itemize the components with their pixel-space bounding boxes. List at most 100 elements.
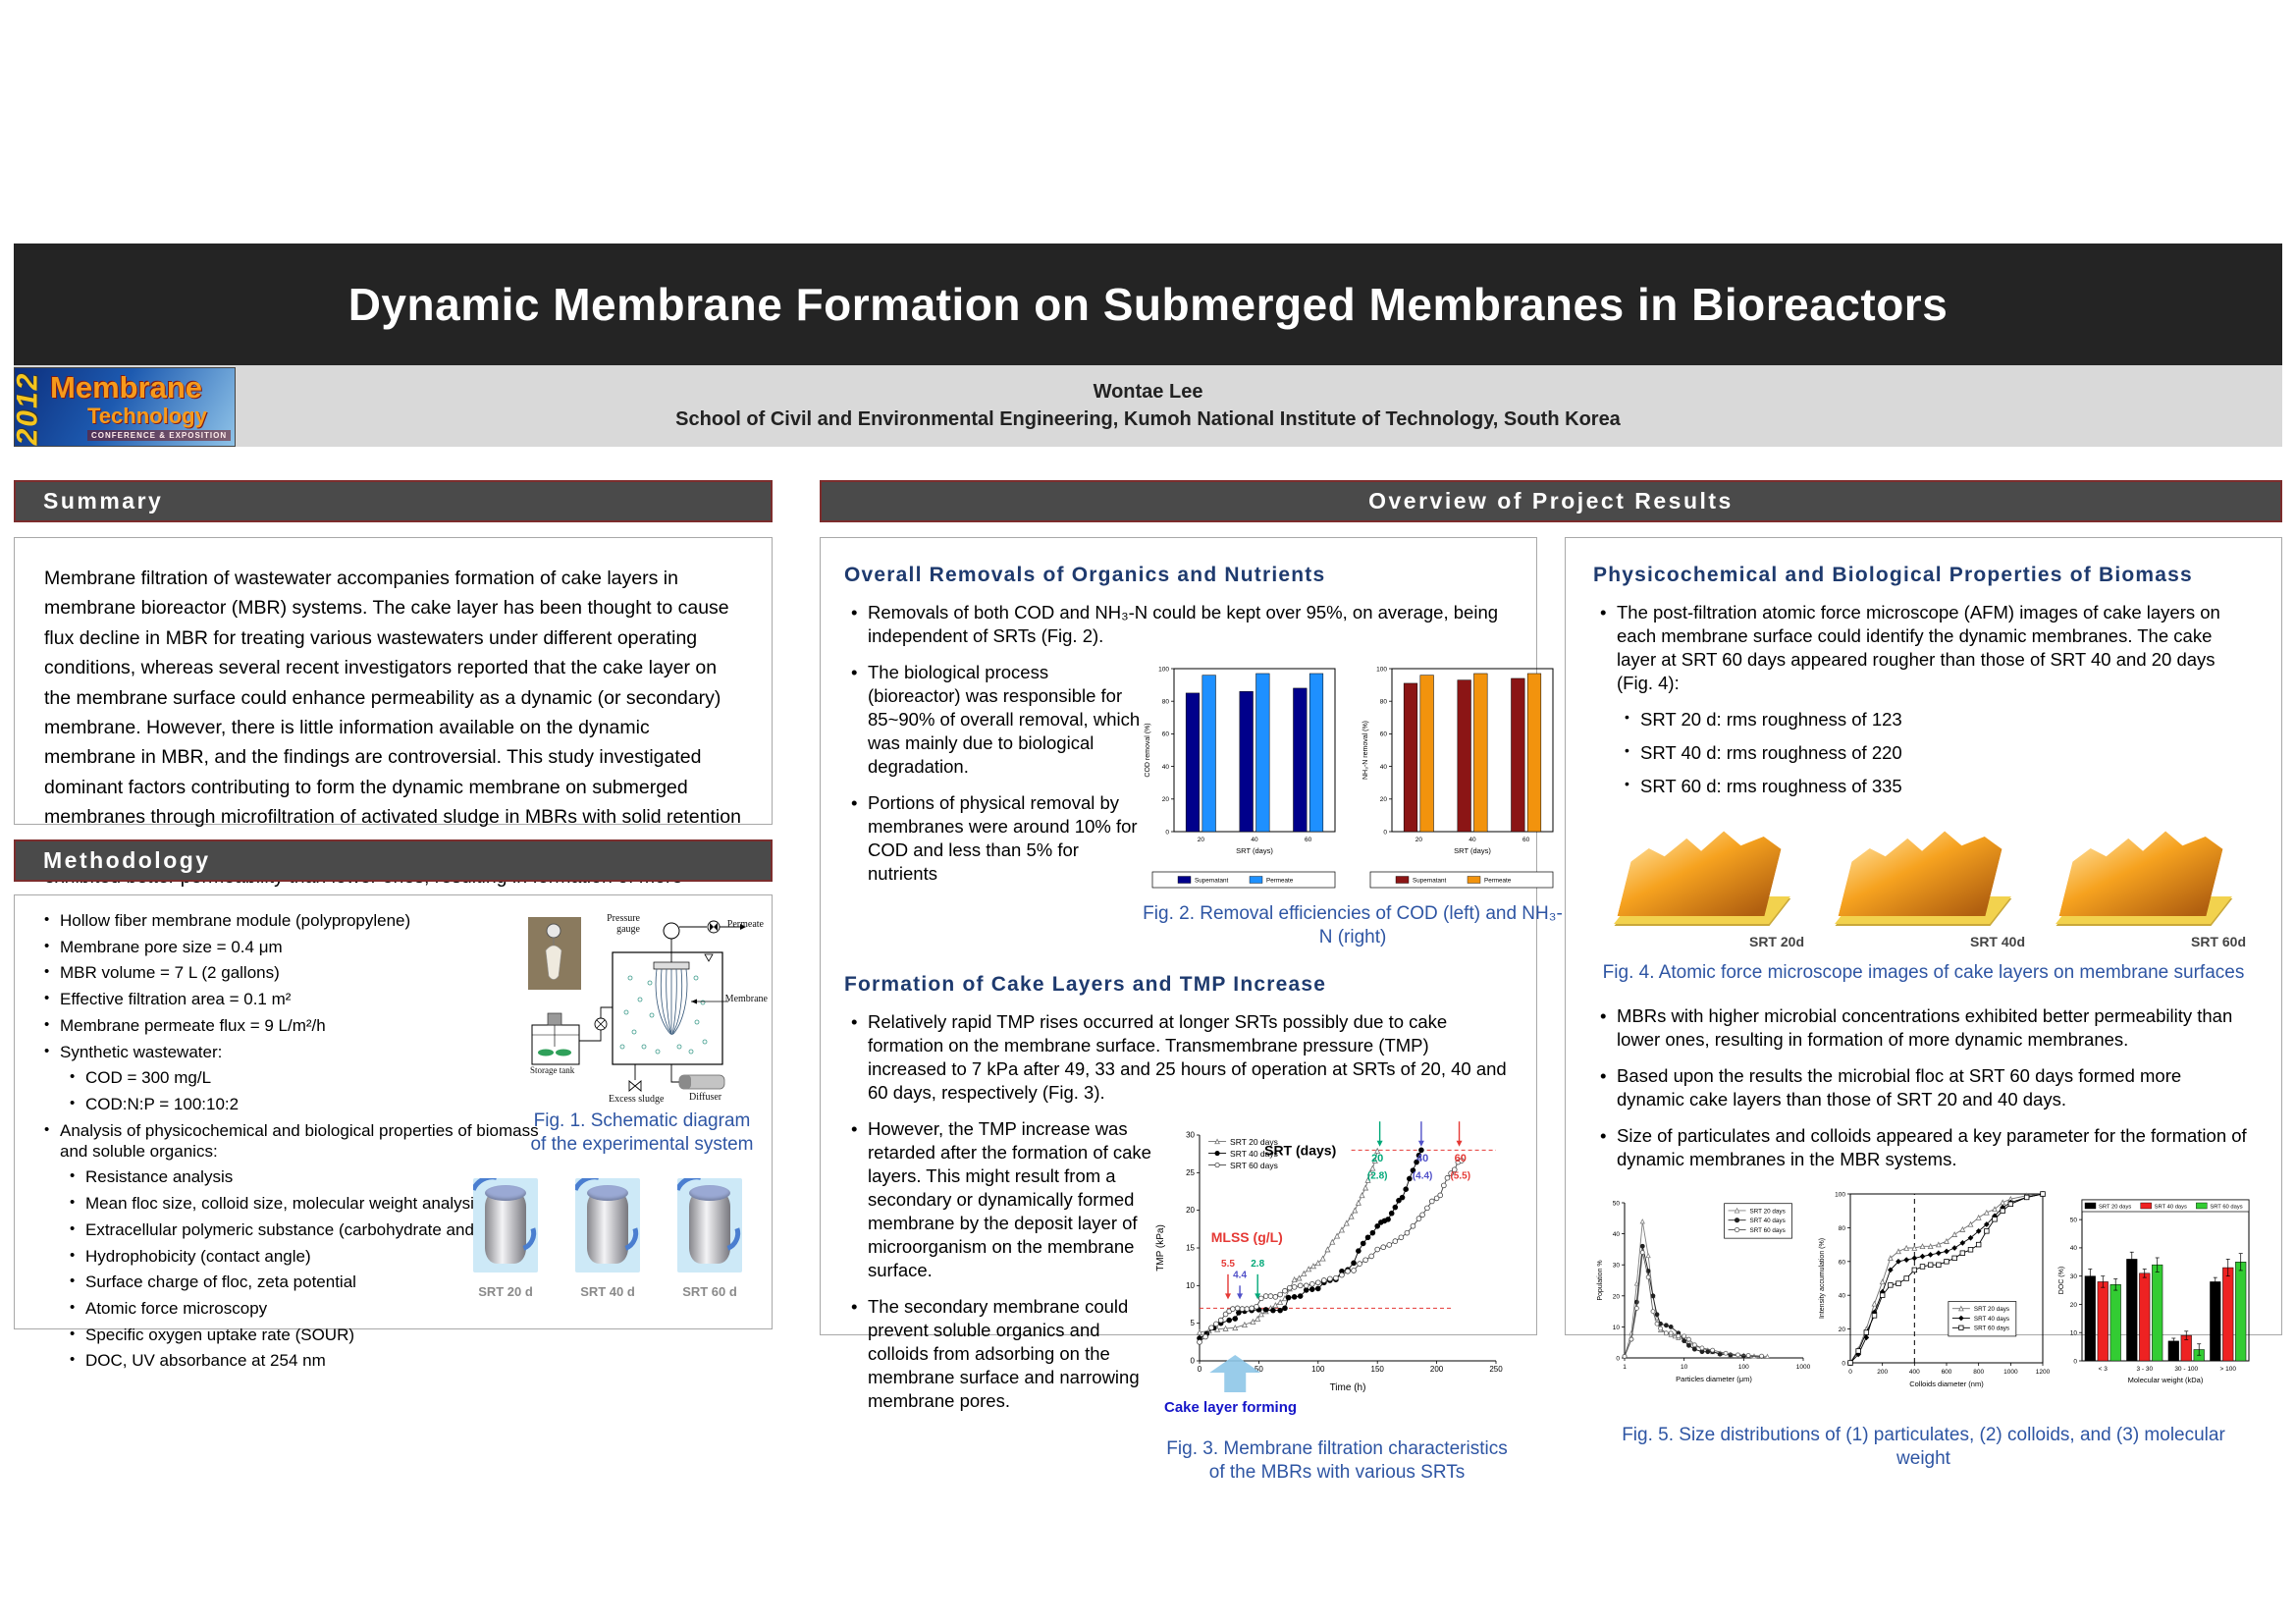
svg-text:20: 20 (1371, 1153, 1383, 1164)
organics-bullet-3: Portions of physical removal by membrane… (844, 791, 1141, 886)
photo-label: SRT 60 d (682, 1284, 737, 1299)
svg-text:60: 60 (1380, 731, 1388, 738)
membrane-photo (677, 1178, 742, 1272)
svg-text:(2.8): (2.8) (1367, 1170, 1388, 1181)
svg-text:(4.4): (4.4) (1413, 1170, 1433, 1181)
svg-text:80: 80 (1162, 699, 1170, 706)
svg-text:0: 0 (1198, 1365, 1202, 1374)
cake-heading: Formation of Cake Layers and TMP Increas… (844, 972, 1327, 996)
svg-text:SRT 20 days: SRT 20 days (1750, 1209, 1786, 1216)
membrane-photo (575, 1178, 640, 1272)
list-item-label: Synthetic wastewater: (60, 1042, 223, 1061)
author-affiliation: School of Civil and Environmental Engine… (675, 408, 1621, 430)
svg-text:50: 50 (1255, 1365, 1263, 1374)
svg-text:0: 0 (1191, 1356, 1196, 1365)
svg-text:NH₃-N removal (%): NH₃-N removal (%) (1362, 721, 1369, 780)
svg-text:Permeate: Permeate (1484, 878, 1512, 885)
svg-text:20: 20 (2070, 1302, 2078, 1309)
svg-text:20: 20 (1186, 1206, 1195, 1215)
afm-image: SRT 60d (2039, 814, 2250, 949)
svg-text:15: 15 (1186, 1243, 1195, 1252)
svg-text:10: 10 (1186, 1281, 1195, 1290)
overview-header: Overview of Project Results (820, 480, 2282, 522)
membrane-photos: SRT 20 d SRT 40 d SRT 60 d (473, 1178, 742, 1299)
svg-text:2.8: 2.8 (1251, 1259, 1264, 1270)
list-item: Membrane permeate flux = 9 L/m²/h (38, 1016, 556, 1037)
list-item: Synthetic wastewater: COD = 300 mg/L COD… (38, 1043, 556, 1115)
svg-text:800: 800 (1973, 1369, 1984, 1376)
svg-text:COD removal (%): COD removal (%) (1145, 723, 1151, 777)
biomass-sub-1: SRT 20 d: rms roughness of 123 (1621, 708, 2254, 731)
afm-label: SRT 40d (1969, 934, 2025, 950)
cake-bullet-1: Relatively rapid TMP rises occurred at l… (844, 1010, 1513, 1105)
svg-text:100: 100 (1376, 666, 1387, 673)
svg-text:200: 200 (1877, 1369, 1888, 1376)
svg-text:250: 250 (1489, 1365, 1503, 1374)
fig4-caption: Fig. 4. Atomic force microscope images o… (1602, 962, 2245, 984)
svg-text:0: 0 (1842, 1361, 1845, 1368)
afm-label: SRT 20d (1748, 934, 1804, 950)
svg-text:5.5: 5.5 (1221, 1259, 1235, 1270)
svg-text:1000: 1000 (1796, 1364, 1811, 1371)
svg-text:5: 5 (1191, 1319, 1196, 1327)
afm-image: SRT 40d (1818, 814, 2029, 949)
svg-text:SRT (days): SRT (days) (1264, 1142, 1336, 1158)
organics-heading: Overall Removals of Organics and Nutrien… (844, 564, 1326, 586)
conference-logo: 2012 Membrane Technology CONFERENCE & EX… (14, 367, 236, 447)
svg-text:30: 30 (2070, 1273, 2078, 1280)
svg-text:SRT 60 days: SRT 60 days (1230, 1161, 1278, 1170)
svg-text:0: 0 (1165, 829, 1169, 836)
list-subitem: Resistance analysis (64, 1167, 556, 1188)
svg-text:20: 20 (1415, 837, 1423, 843)
results-right-box: Physicochemical and Biological Propertie… (1565, 537, 2282, 1469)
svg-text:400: 400 (1909, 1369, 1920, 1376)
methodology-box: Hollow fiber membrane module (polypropyl… (14, 894, 773, 1370)
photo-label: SRT 20 d (478, 1284, 533, 1299)
list-subitem: Atomic force microscopy (64, 1299, 556, 1320)
methodology-header-label: Methodology (43, 847, 211, 873)
svg-text:0: 0 (2073, 1359, 2077, 1366)
svg-text:40: 40 (1380, 764, 1388, 771)
svg-text:20: 20 (1198, 837, 1205, 843)
biomass-bullet-3: Based upon the results the microbial flo… (1593, 1064, 2254, 1111)
biomass-sub-2: SRT 40 d: rms roughness of 220 (1621, 741, 2254, 765)
logo-year: 2012 (14, 371, 44, 446)
list-subitem: Mean floc size, colloid size, molecular … (64, 1194, 556, 1215)
svg-text:10: 10 (1613, 1325, 1621, 1331)
svg-text:30: 30 (1613, 1263, 1621, 1270)
summary-box: Membrane filtration of wastewater accomp… (14, 537, 773, 947)
list-subitem: DOC, UV absorbance at 254 nm (64, 1351, 556, 1372)
svg-text:SRT (days): SRT (days) (1236, 846, 1273, 855)
svg-text:20: 20 (1839, 1326, 1846, 1333)
svg-text:> 100: > 100 (2220, 1366, 2237, 1373)
logo-line2: Technology (87, 404, 207, 428)
svg-text:3 - 30: 3 - 30 (2136, 1366, 2153, 1373)
svg-text:10: 10 (1681, 1364, 1688, 1371)
svg-text:1000: 1000 (2003, 1369, 2018, 1376)
svg-text:Time (h): Time (h) (1330, 1382, 1366, 1393)
svg-text:Population %: Population % (1597, 1261, 1604, 1301)
fig1-label-membrane: Membrane (724, 994, 768, 1004)
svg-text:TMP (kPa): TMP (kPa) (1155, 1224, 1166, 1272)
svg-text:25: 25 (1186, 1168, 1195, 1177)
methodology-list: Hollow fiber membrane module (polypropyl… (38, 911, 748, 1372)
svg-text:30: 30 (1186, 1130, 1195, 1139)
biomass-heading: Physicochemical and Biological Propertie… (1593, 564, 2193, 586)
list-subitem: Hydrophobicity (contact angle) (64, 1247, 556, 1268)
svg-text:60: 60 (1522, 837, 1530, 843)
svg-text:SRT 60 days: SRT 60 days (1974, 1326, 2009, 1332)
svg-text:40: 40 (1468, 837, 1476, 843)
svg-text:Molecular weight (kDa): Molecular weight (kDa) (2128, 1376, 2204, 1384)
membrane-photo-card: SRT 40 d (575, 1178, 640, 1299)
fig1-label-pressure-gauge: Pressure gauge (607, 913, 640, 935)
photo-label: SRT 40 d (580, 1284, 635, 1299)
results-left-box: Overall Removals of Organics and Nutrien… (820, 537, 1563, 1483)
biomass-bullet-2: MBRs with higher microbial concentration… (1593, 1004, 2254, 1052)
afm-image: SRT 20d (1597, 814, 1808, 949)
biomass-sub-3: SRT 60 d: rms roughness of 335 (1621, 775, 2254, 798)
fig1-label-storage-tank: Storage tank (530, 1065, 575, 1075)
biomass-bullet-1: The post-filtration atomic force microsc… (1593, 601, 2254, 695)
list-item: Hollow fiber membrane module (polypropyl… (38, 911, 556, 932)
list-subitem: COD:N:P = 100:10:2 (64, 1095, 556, 1115)
